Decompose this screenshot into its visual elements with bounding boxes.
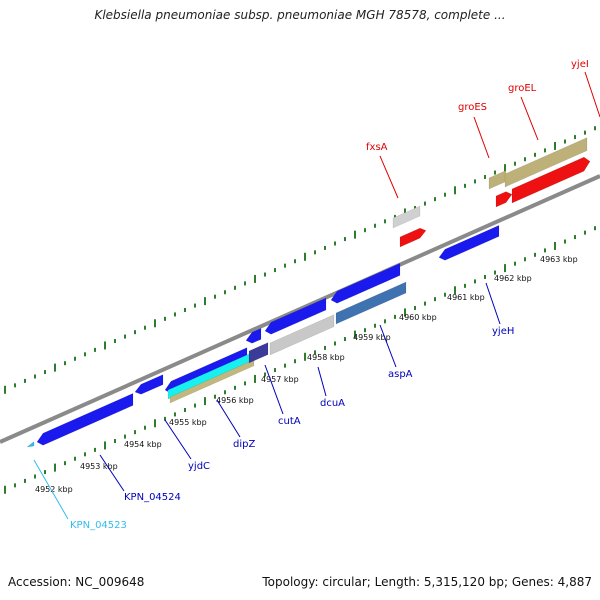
gene-label-fxsA[interactable]: fxsA: [366, 142, 388, 153]
leader-line-dcuA: [317, 366, 327, 397]
gene-label-cutA[interactable]: cutA: [278, 416, 301, 427]
tick-label: 4952 kbp: [35, 485, 73, 494]
tick-label: 4953 kbp: [80, 462, 118, 471]
gene-feature-yjdC[interactable]: [36, 393, 134, 446]
leader-line-groES: [473, 116, 490, 159]
tick-label: 4957 kbp: [261, 375, 299, 384]
leader-line-KPN_04523: [33, 459, 69, 520]
tick-label: 4960 kbp: [399, 313, 437, 322]
gene-label-yjeI[interactable]: yjeI: [571, 59, 589, 70]
leader-line-yjeI: [584, 71, 600, 118]
map-title: Klebsiella pneumoniae subsp. pneumoniae …: [94, 8, 506, 22]
tick-label: 4963 kbp: [540, 255, 578, 264]
tick-label: 4956 kbp: [216, 396, 254, 405]
gene-feature-cutA-upper[interactable]: [245, 328, 262, 344]
gene-label-aspA[interactable]: aspA: [388, 369, 413, 380]
gene-label-KPN_04524[interactable]: KPN_04524: [124, 492, 181, 503]
leader-line-cutA: [264, 364, 284, 415]
tick-label: 4955 kbp: [169, 418, 207, 427]
leader-line-aspA: [379, 324, 397, 368]
genome-summary-text: Topology: circular; Length: 5,315,120 bp…: [262, 575, 592, 589]
gene-feature-fxsA[interactable]: [399, 227, 427, 248]
gene-features: [26, 137, 591, 448]
gene-label-dipZ[interactable]: dipZ: [233, 439, 255, 450]
gene-feature-groEL[interactable]: [504, 137, 588, 188]
gene-label-yjeH[interactable]: yjeH: [492, 326, 514, 337]
gene-label-yjdC[interactable]: yjdC: [188, 461, 210, 472]
tick-label: 4959 kbp: [353, 333, 391, 342]
gene-feature-cutA[interactable]: [248, 342, 269, 364]
gene-feature-tan-lower[interactable]: [169, 359, 255, 404]
tick-label: 4962 kbp: [494, 274, 532, 283]
gene-feature-dcuA[interactable]: [264, 297, 327, 335]
gene-label-groES[interactable]: groES: [458, 102, 487, 113]
leader-line-dipZ: [216, 399, 241, 438]
accession-text: Accession: NC_009648: [8, 575, 145, 589]
tick-label: 4954 kbp: [124, 440, 162, 449]
gene-feature-aspA[interactable]: [330, 263, 401, 304]
gene-feature-groES[interactable]: [488, 170, 507, 190]
leader-line-yjeH: [485, 282, 501, 325]
leader-line-groEL: [520, 96, 539, 141]
gene-feature-KPN_04523[interactable]: [26, 441, 35, 448]
gene-feature-yjeH[interactable]: [438, 225, 500, 261]
gene-feature-KPN_04524[interactable]: [134, 374, 164, 395]
gene-label-KPN_04523[interactable]: KPN_04523: [70, 520, 127, 531]
gene-feature-grey-lower[interactable]: [269, 314, 335, 356]
gene-feature-fxsA-grey[interactable]: [392, 205, 421, 229]
gene-feature-groEL-red[interactable]: [511, 156, 591, 204]
tick-label: 4961 kbp: [447, 293, 485, 302]
labels: 4952 kbp 4953 kbp 4954 kbp 4955 kbp 4956 kbp…: [33, 59, 600, 531]
genome-backbone: [0, 174, 600, 444]
gene-feature-groEL-red-small[interactable]: [495, 191, 513, 208]
gene-label-dcuA[interactable]: dcuA: [320, 398, 345, 409]
gene-feature-steelblue[interactable]: [335, 281, 407, 325]
leader-line-yjdC: [164, 419, 192, 460]
leader-line-fxsA: [379, 155, 399, 199]
gene-label-groEL[interactable]: groEL: [508, 83, 537, 94]
leader-line-KPN_04524: [99, 454, 125, 492]
tick-marks: [4, 126, 596, 494]
tick-label: 4958 kbp: [307, 353, 345, 362]
